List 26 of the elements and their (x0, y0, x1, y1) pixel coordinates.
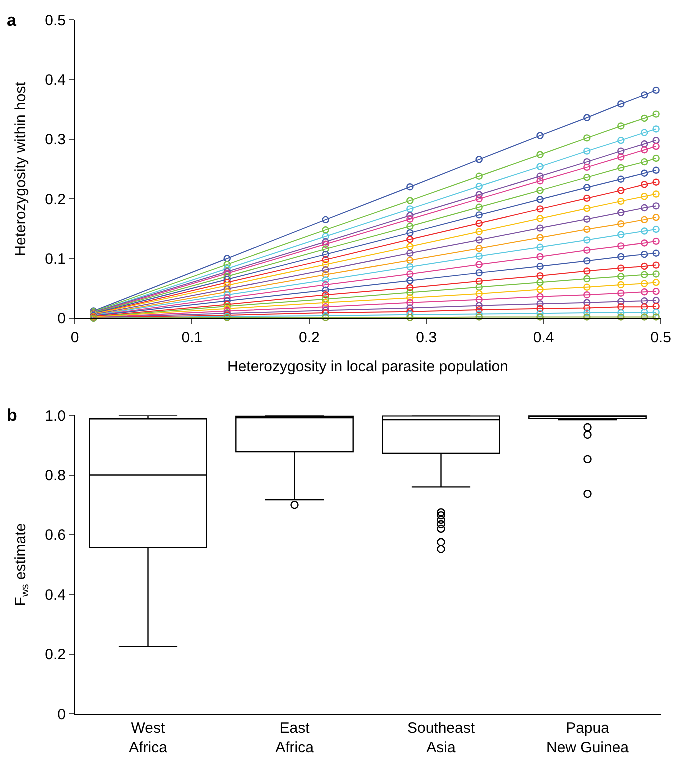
y-tick-label: 0 (58, 310, 66, 328)
y-tick-label: 0.6 (45, 527, 66, 544)
y-tick-label: 0.8 (45, 468, 66, 485)
y-tick-label: 0.5 (45, 12, 66, 30)
y-tick-label: 0.4 (45, 586, 66, 604)
y-axis-title: Heterozygosity within host (12, 81, 30, 256)
x-axis-title: Heterozygosity in local parasite population (228, 358, 508, 376)
x-tick-label: 0.4 (533, 329, 554, 346)
chart-title: b (7, 406, 18, 425)
x-tick-label: Papua New Guinea (546, 720, 630, 756)
y-tick-label: 0.3 (45, 132, 66, 149)
x-tick-label: 0 (70, 329, 80, 346)
x-tick-label: 0.5 (650, 329, 672, 346)
y-tick-label: 0.2 (45, 191, 66, 208)
x-tick-label: East Africa (276, 720, 315, 756)
y-tick-label: 0.2 (45, 646, 66, 664)
x-tick-label: 0.3 (416, 329, 438, 346)
x-tick-label: 0.1 (182, 329, 203, 346)
chart-title: a (7, 11, 17, 30)
y-tick-label: 0 (58, 706, 66, 724)
y-tick-label: 1.0 (45, 408, 66, 425)
x-tick-label: 0.2 (298, 329, 320, 346)
y-tick-label: 0.4 (45, 72, 66, 89)
y-tick-label: 0.1 (45, 250, 66, 268)
x-tick-label: West Africa (129, 720, 168, 756)
x-tick-label: Southeast Asia (407, 720, 476, 756)
